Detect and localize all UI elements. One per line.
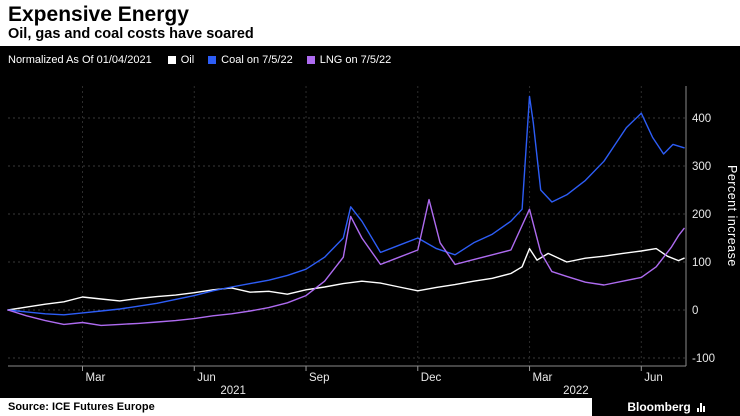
legend-label: Oil	[180, 54, 195, 66]
series-line-oil	[7, 247, 685, 311]
y-tick-label: -100	[692, 353, 715, 365]
chart-area: Normalized As Of 01/04/2021 Oil Coal on 7…	[0, 46, 740, 398]
legend-item-coal: Coal on 7/5/22	[208, 54, 293, 66]
y-tick-label: 0	[692, 305, 698, 317]
series-line-coal	[7, 95, 685, 316]
y-tick-label: 200	[692, 209, 711, 221]
legend-item-lng: LNG on 7/5/22	[306, 54, 392, 66]
legend-items: Oil Coal on 7/5/22 LNG on 7/5/22	[167, 54, 392, 66]
x-tick-label: Jun	[644, 372, 663, 384]
legend-swatch	[208, 56, 217, 64]
chart-header: Expensive Energy Oil, gas and coal costs…	[0, 0, 740, 46]
legend-label: LNG on 7/5/22	[319, 54, 392, 66]
legend-note: Normalized As Of 01/04/2021	[8, 54, 152, 66]
legend-swatch	[167, 56, 176, 64]
chart-plot: -100 0 100 200 300 400 Mar Jun Sep Dec Mar Jun 2021 2…	[7, 86, 715, 397]
year-label: 2021	[220, 385, 246, 397]
bloomberg-brand: Bloomberg	[592, 398, 740, 416]
legend-label: Coal on 7/5/22	[221, 54, 293, 66]
chart-title: Expensive Energy	[8, 3, 189, 26]
series-line-lng	[7, 198, 685, 327]
x-tick-label: Mar	[86, 372, 106, 384]
legend-item-oil: Oil	[167, 54, 195, 66]
y-tick-label: 400	[692, 113, 711, 125]
y-axis-title: Percent increase	[725, 165, 739, 267]
y-tick-label: 300	[692, 161, 711, 173]
chart-footer: Source: ICE Futures Europe Bloomberg	[0, 398, 740, 416]
bloomberg-wordmark: Bloomberg	[627, 400, 691, 414]
y-tick-label: 100	[692, 257, 711, 269]
legend-swatch	[306, 56, 315, 64]
bloomberg-chart-icon	[696, 402, 705, 412]
chart-legend: Normalized As Of 01/04/2021 Oil Coal on 7…	[8, 54, 391, 66]
source-attribution: Source: ICE Futures Europe	[8, 401, 155, 413]
chart-subtitle: Oil, gas and coal costs have soared	[8, 26, 254, 43]
year-label: 2022	[563, 385, 589, 397]
x-tick-label: Mar	[533, 372, 553, 384]
x-tick-label: Sep	[309, 372, 329, 384]
x-tick-label: Dec	[421, 372, 442, 384]
x-tick-label: Jun	[197, 372, 216, 384]
